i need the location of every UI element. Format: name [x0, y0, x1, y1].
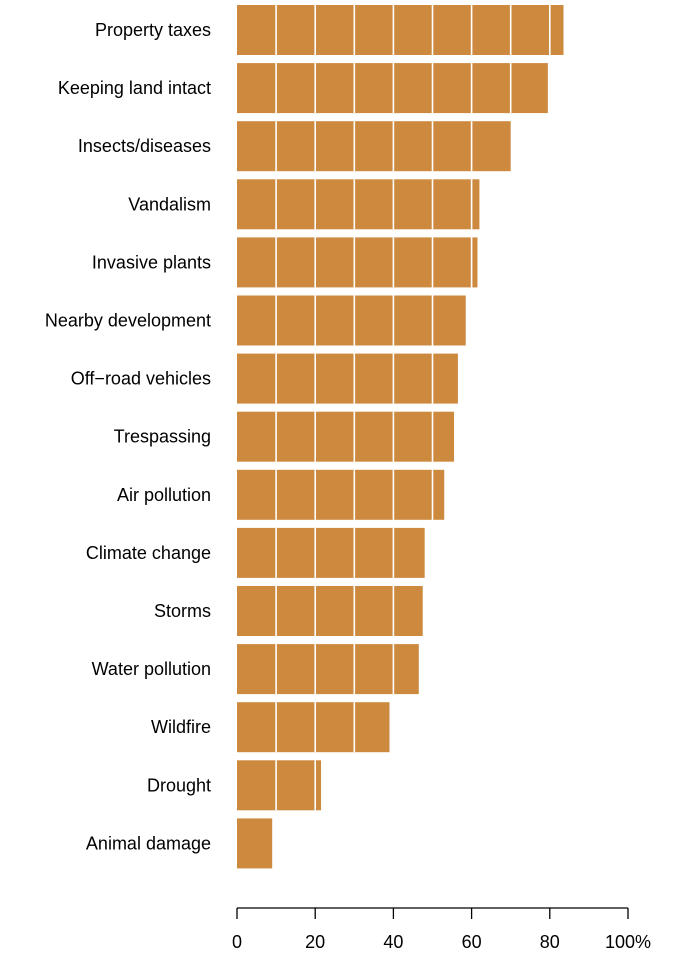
category-label: Storms	[154, 601, 211, 621]
category-labels: Property taxes Keeping land intact Insects…	[45, 20, 211, 853]
x-axis: 0 20 40 60 80 100%	[232, 907, 651, 952]
category-label: Climate change	[86, 543, 211, 563]
bar-wildfire	[237, 702, 390, 753]
bar-keeping-land-intact	[237, 63, 548, 114]
category-label: Off−road vehicles	[71, 369, 211, 389]
x-tick-label: 40	[383, 932, 403, 952]
bar-animal-damage	[237, 818, 273, 869]
bar-drought	[237, 760, 322, 811]
x-tick-label: 0	[232, 932, 242, 952]
category-label: Trespassing	[114, 427, 211, 447]
category-label: Property taxes	[95, 20, 211, 40]
x-tick-label: 60	[462, 932, 482, 952]
bar-trespassing	[237, 411, 455, 462]
category-label: Invasive plants	[92, 252, 211, 272]
bar-invasive-plants	[237, 237, 478, 288]
category-label: Nearby development	[45, 311, 211, 331]
bar-vandalism	[237, 179, 480, 230]
bars	[237, 5, 564, 869]
bar-storms	[237, 586, 423, 636]
bar-insects-diseases	[237, 121, 511, 172]
x-tick-label: 80	[540, 932, 560, 952]
category-label: Air pollution	[117, 485, 211, 505]
bar-nearby-development	[237, 295, 466, 346]
x-tick-label: 20	[305, 932, 325, 952]
bar-air-pollution	[237, 469, 445, 520]
category-label: Animal damage	[86, 833, 211, 853]
category-label: Water pollution	[92, 659, 211, 679]
x-tick-label: 100%	[605, 932, 651, 952]
category-label: Vandalism	[128, 194, 211, 214]
bar-off-road-vehicles	[237, 353, 458, 404]
category-label: Drought	[147, 775, 211, 795]
bar-water-pollution	[237, 644, 419, 695]
bar-property-taxes	[237, 5, 564, 55]
category-label: Keeping land intact	[58, 78, 211, 98]
category-label: Wildfire	[151, 717, 211, 737]
bar-climate-change	[237, 527, 425, 578]
category-label: Insects/diseases	[78, 136, 211, 156]
